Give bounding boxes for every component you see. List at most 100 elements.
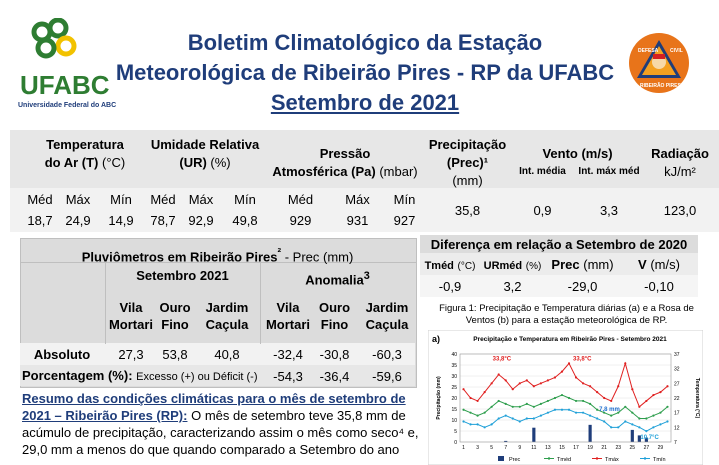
series-point [603, 420, 606, 423]
header: UFABC Universidade Federal do ABC Boleti… [0, 0, 719, 125]
series-point [610, 426, 613, 429]
pluv-col-jardim-b: Caçula [205, 317, 249, 332]
pluv-anom-jardim: -60,3 [372, 347, 402, 362]
plot-area [459, 353, 672, 443]
series-point [645, 399, 648, 403]
legend-label: Tméd [557, 457, 571, 463]
series-point [511, 388, 514, 391]
prec-bar [532, 427, 536, 442]
vento-media-value: 0,9 [533, 203, 552, 218]
series-point [546, 399, 550, 403]
series-point [567, 396, 571, 400]
left-tick-label: 0 [454, 440, 457, 446]
press-unit: (mbar) [379, 164, 418, 179]
series-point [631, 411, 634, 414]
ur-med-value: 78,7 [150, 213, 176, 228]
annotation-tmax-1: 33,8°C [493, 356, 512, 362]
series-point [589, 414, 592, 417]
ur-header-1: Umidade Relativa [150, 137, 260, 152]
press-col-min: Mín [393, 192, 416, 207]
right-tick-label: 32 [674, 367, 680, 373]
chart-panel-label: a) [432, 334, 440, 344]
legend-label: Prec [509, 457, 521, 463]
pluv-row2-bg [20, 365, 415, 386]
prec-bar [504, 440, 508, 442]
series-point [567, 362, 571, 365]
series-point [567, 408, 571, 411]
title-line-2: Meteorológica de Ribeirão Pires - RP da … [115, 60, 615, 85]
summary-heading: Resumo das condições climáticas para o m… [22, 391, 406, 423]
series-point [652, 426, 655, 429]
x-tick-label: 3 [476, 445, 479, 451]
series-point [624, 405, 627, 408]
series-point [525, 379, 528, 382]
series-point [610, 399, 613, 403]
x-tick-label: 15 [559, 445, 565, 451]
series-point [581, 399, 585, 403]
series-point [462, 388, 465, 391]
series-point [553, 376, 557, 379]
pluv-divider [20, 262, 416, 263]
series-point [617, 411, 620, 414]
series-point [546, 379, 550, 382]
legend-label: Tmáx [605, 457, 619, 463]
diff-title-bg [420, 235, 698, 253]
series-point [574, 399, 578, 403]
series-point [638, 426, 641, 429]
prec-value: 35,8 [454, 203, 481, 218]
series-point [631, 423, 634, 426]
series-point [497, 417, 500, 420]
title-line-1: Boletim Climatológico da Estação [187, 30, 543, 55]
series-point [617, 426, 620, 429]
series-point [504, 379, 507, 382]
series-point [638, 417, 641, 420]
left-tick-label: 20 [451, 396, 457, 402]
series-point [483, 426, 486, 429]
series-point [560, 408, 564, 411]
ur-col-med: Méd [150, 192, 176, 207]
temp-col-med: Méd [27, 192, 53, 207]
series-point [490, 405, 493, 408]
pluv-anom-col-ouro-a: Ouro [318, 300, 351, 315]
pluv-pct-ouro: -36,4 [319, 369, 350, 384]
pluv-anom-col-vila-a: Vila [276, 300, 300, 315]
temp-col-min: Mín [110, 192, 132, 207]
press-min-value: 927 [393, 213, 416, 228]
series-point [469, 423, 472, 426]
series-point [469, 411, 472, 414]
prec-bar [630, 429, 634, 442]
left-tick-label: 25 [451, 385, 457, 391]
temp-max-value: 24,9 [65, 213, 91, 228]
series-point [511, 405, 514, 408]
pluv-col-ouro-a: Ouro [159, 300, 191, 315]
legend-swatch-dot [595, 457, 599, 460]
press-header-1: Pressão [319, 146, 371, 161]
series-point [652, 393, 655, 397]
series-point [603, 411, 606, 414]
series-point [666, 405, 669, 408]
series-point [483, 411, 486, 414]
pluv-anom-col-ouro-b: Fino [320, 317, 349, 332]
series-point [624, 362, 627, 365]
series-point [504, 414, 507, 417]
pluv-anom-col-vila-b: Mortari [265, 317, 311, 332]
pluv-title: Pluviômetros em Ribeirão Pires² - Prec (… [81, 247, 354, 265]
temp-header-2: do Ar (T) [44, 155, 99, 170]
legend-swatch-dot [643, 457, 647, 460]
series-point [497, 399, 500, 403]
vento-sub-2: Int. máx méd [578, 166, 640, 177]
series-point [645, 417, 648, 420]
pluv-col-vila-a: Vila [119, 300, 143, 315]
temp-header-1: Temperatura [46, 137, 124, 152]
series-point [476, 414, 479, 417]
series-point [603, 396, 606, 400]
pluv-pct-jardim: -59,6 [372, 369, 402, 384]
series-point [553, 408, 557, 411]
summary-values-bg [10, 188, 719, 232]
pluv-abs-vila: 27,3 [118, 347, 144, 362]
x-tick-label: 11 [531, 445, 536, 451]
right-tick-label: 27 [674, 381, 680, 387]
pluv-vdivider-1 [105, 262, 106, 344]
prec-header-1: Precipitação [428, 137, 507, 152]
series-point [574, 411, 578, 414]
